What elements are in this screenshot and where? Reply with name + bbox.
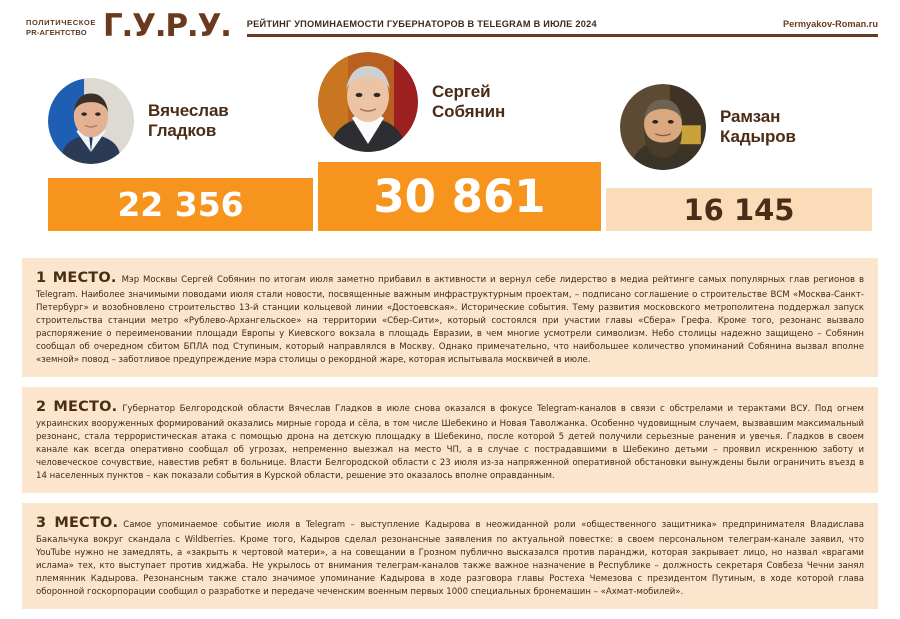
commentary-section: 1 МЕСТО. Мэр Москвы Сергей Собянин по ито…: [0, 258, 900, 619]
commentary-card-second: 2 МЕСТО. Губернатор Белгородской области …: [22, 386, 878, 493]
podium-bar-second: 22 356: [48, 178, 313, 231]
agency-name: Г.У.Р.У.: [102, 8, 232, 44]
place-body-first: Мэр Москвы Сергей Собянин по итогам июля…: [36, 275, 864, 365]
person-last-name: Гладков: [148, 121, 217, 140]
podium-value-third: 16 145: [683, 192, 795, 227]
podium-column-first: Сергей Собянин: [318, 52, 505, 152]
podium-bar-first: 30 861: [318, 162, 601, 231]
person-last-name: Кадыров: [720, 127, 796, 146]
person-name-third: Рамзан Кадыров: [720, 107, 796, 147]
podium-bar-third: 16 145: [606, 188, 872, 231]
header-title-block: РЕЙТИНГ УПОМИНАЕМОСТИ ГУБЕРНАТОРОВ В TEL…: [246, 12, 878, 37]
avatar-sobyanin: [318, 52, 418, 152]
podium-column-third: Рамзан Кадыров: [620, 84, 796, 170]
place-label-first: 1 МЕСТО.: [36, 270, 117, 286]
person-name-second: Вячеслав Гладков: [148, 101, 229, 141]
person-last-name: Собянин: [432, 102, 506, 121]
avatar-kadyrov: [620, 84, 706, 170]
avatar-gladkov: [48, 78, 134, 164]
commentary-text-first: 1 МЕСТО. Мэр Москвы Сергей Собянин по ито…: [36, 267, 864, 367]
person-second: Вячеслав Гладков: [48, 78, 229, 164]
podium-chart: Вячеслав Гладков 22 356: [0, 52, 900, 257]
place-body-second: Губернатор Белгородской области Вячеслав…: [36, 403, 864, 481]
person-first-name: Рамзан: [720, 106, 781, 126]
commentary-text-second: 2 МЕСТО. Губернатор Белгородской области …: [36, 396, 864, 483]
header-divider: [246, 34, 878, 37]
commentary-card-first: 1 МЕСТО. Мэр Москвы Сергей Собянин по ито…: [22, 258, 878, 377]
person-third: Рамзан Кадыров: [620, 84, 796, 170]
header: ПОЛИТИЧЕСКОЕ PR-АГЕНТСТВО Г.У.Р.У. РЕЙТИ…: [0, 0, 900, 52]
agency-subtitle-line1: ПОЛИТИЧЕСКОЕ: [26, 18, 96, 28]
commentary-text-third: 3 МЕСТО. Самое упоминаемое событие июля в…: [36, 512, 864, 599]
podium-value-first: 30 861: [373, 170, 546, 223]
podium-value-second: 22 356: [117, 185, 244, 224]
place-body-third: Самое упоминаемое событие июля в Telegra…: [36, 519, 864, 597]
page-title: РЕЙТИНГ УПОМИНАЕМОСТИ ГУБЕРНАТОРОВ В TEL…: [246, 19, 597, 29]
site-credit: Permyakov-Roman.ru: [783, 19, 878, 29]
place-label-second: 2 МЕСТО.: [36, 398, 118, 415]
agency-logo: ПОЛИТИЧЕСКОЕ PR-АГЕНТСТВО Г.У.Р.У.: [26, 8, 232, 44]
person-first-name: Сергей: [432, 81, 491, 101]
agency-subtitle-line2: PR-АГЕНТСТВО: [26, 28, 87, 38]
person-first-name: Вячеслав: [148, 100, 229, 120]
podium-column-second: Вячеслав Гладков: [48, 78, 229, 164]
person-name-first: Сергей Собянин: [432, 82, 505, 122]
place-label-third: 3 МЕСТО.: [36, 514, 119, 531]
commentary-card-third: 3 МЕСТО. Самое упоминаемое событие июля в…: [22, 502, 878, 609]
agency-subtitle: ПОЛИТИЧЕСКОЕ PR-АГЕНТСТВО: [26, 14, 96, 38]
person-first: Сергей Собянин: [318, 52, 505, 152]
